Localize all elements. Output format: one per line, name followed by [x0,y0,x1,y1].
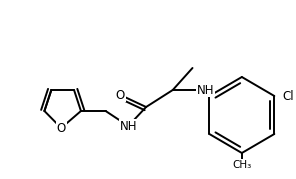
Text: O: O [116,88,125,101]
Text: O: O [57,122,66,134]
Text: NH: NH [120,120,137,132]
Text: NH: NH [197,83,214,96]
Text: Cl: Cl [282,90,294,103]
Text: CH₃: CH₃ [232,160,252,170]
